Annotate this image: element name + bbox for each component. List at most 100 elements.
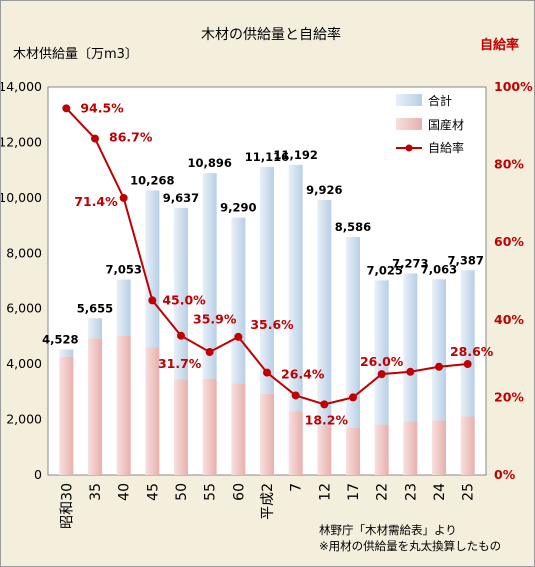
bar-domestic [88,338,102,475]
bar-total [202,173,217,379]
rate-label: 26.0% [360,354,404,369]
bar-domestic [317,425,332,475]
x-category-label: 24 [432,483,448,501]
x-category-label: 17 [346,483,362,501]
x-category-label: 7 [289,483,305,492]
bar-value-label: 9,290 [220,201,256,215]
right-tick-label: 40% [494,312,524,327]
right-tick-label: 80% [494,157,524,172]
source-note: 林野庁「木材需給表」より [319,523,457,537]
rate-label: 18.2% [305,412,349,427]
bar-total [432,279,446,421]
y-axis-right-title: 自給率 [480,37,519,53]
bar-domestic [260,393,274,475]
bar-domestic [231,383,246,475]
bar-value-label: 9,926 [306,183,342,197]
bar-total [288,164,303,412]
left-tick-label: 4,000 [6,356,42,371]
right-tick-label: 60% [494,234,524,249]
left-tick-label: 14,000 [1,79,42,94]
rate-point [435,362,443,371]
x-category-label: 23 [403,483,419,501]
y-axis-left-title: 木材供給量〔万m3〕 [13,47,138,62]
y-axis-right-ticks: 0% 20% 40% 60% 80% 100% [494,79,533,482]
x-category-label: 25 [461,483,477,501]
x-category-label: 昭和30 [59,483,75,529]
bar-domestic [403,421,418,475]
legend-swatch-total [396,94,422,106]
bar-value-label: 8,586 [335,220,371,234]
rate-labels: 94.5% 86.7% 71.4% 45.0% 35.9% 31.7% 35.6% 26.4%… [74,100,494,427]
rate-label: 31.7% [158,356,202,371]
rate-label: 28.6% [450,344,494,359]
rate-point [148,296,157,305]
rate-label: 35.6% [250,317,294,332]
rate-point [349,393,357,402]
legend-swatch-domestic [396,118,422,130]
bar-total [460,270,475,417]
rate-label: 94.5% [80,100,124,115]
bar-domestic [288,411,303,475]
bar-total [59,349,74,357]
bar-value-label: 7,053 [105,263,141,277]
bar-total [317,199,332,426]
rate-point [377,370,386,379]
bar-total [346,237,360,428]
bar-total [231,217,246,384]
bar-domestic [116,335,131,475]
x-category-label: 22 [375,483,391,501]
bar-domestic [59,356,74,475]
bar-domestic [174,379,188,475]
right-tick-label: 20% [494,389,524,404]
left-tick-label: 10,000 [1,190,42,205]
legend-marker-rate [405,144,413,152]
bar-value-label: 11,192 [273,148,317,162]
legend-label-total: 合計 [428,93,452,108]
left-tick-label: 6,000 [6,301,42,316]
rate-point [463,360,472,369]
bar-domestic [346,427,360,475]
rate-point [91,134,99,143]
x-category-label: 60 [231,483,247,501]
left-tick-label: 2,000 [6,412,42,427]
rate-point [406,367,415,376]
rate-point [62,104,71,113]
y-axis-left-ticks: 0 2,000 4,000 6,000 8,000 10,000 12,000 14,000 [1,79,42,482]
bar-value-label: 7,063 [421,262,457,276]
rate-label: 35.9% [193,312,237,327]
rate-point [291,391,300,400]
left-tick-label: 8,000 [6,245,42,260]
rate-point [205,348,214,357]
bar-domestic [374,424,389,475]
x-category-label: 12 [317,483,333,501]
rate-label: 26.4% [281,367,325,382]
x-category-label: 55 [203,483,219,501]
x-category-label: 50 [174,483,190,501]
bar-value-label: 9,637 [163,191,199,205]
bar-value-label: 11,116 [245,150,289,164]
bar-value-label: 7,387 [447,253,483,267]
conversion-note: ※用材の供給量を丸太換算したもの [319,539,501,553]
bar-domestic [432,420,446,475]
left-tick-label: 0 [34,467,42,482]
bar-value-labels: 4,528 5,655 7,053 10,268 9,637 10,896 9,290 11,… [42,148,484,347]
right-tick-label: 100% [494,79,533,94]
rate-label: 86.7% [109,130,153,145]
bar-total [88,318,102,339]
rate-label: 71.4% [74,194,118,209]
right-tick-label: 0% [494,467,516,482]
bar-total [116,279,131,336]
bar-value-label: 5,655 [77,301,113,315]
bar-total [145,190,160,348]
bar-total [403,273,418,422]
bar-domestic [145,347,160,475]
x-category-label: 40 [117,483,133,501]
rate-point [119,193,128,202]
bar-value-label: 7,025 [366,263,402,277]
rate-point [234,332,243,341]
left-tick-label: 12,000 [1,134,42,149]
bar-domestic [460,416,475,475]
